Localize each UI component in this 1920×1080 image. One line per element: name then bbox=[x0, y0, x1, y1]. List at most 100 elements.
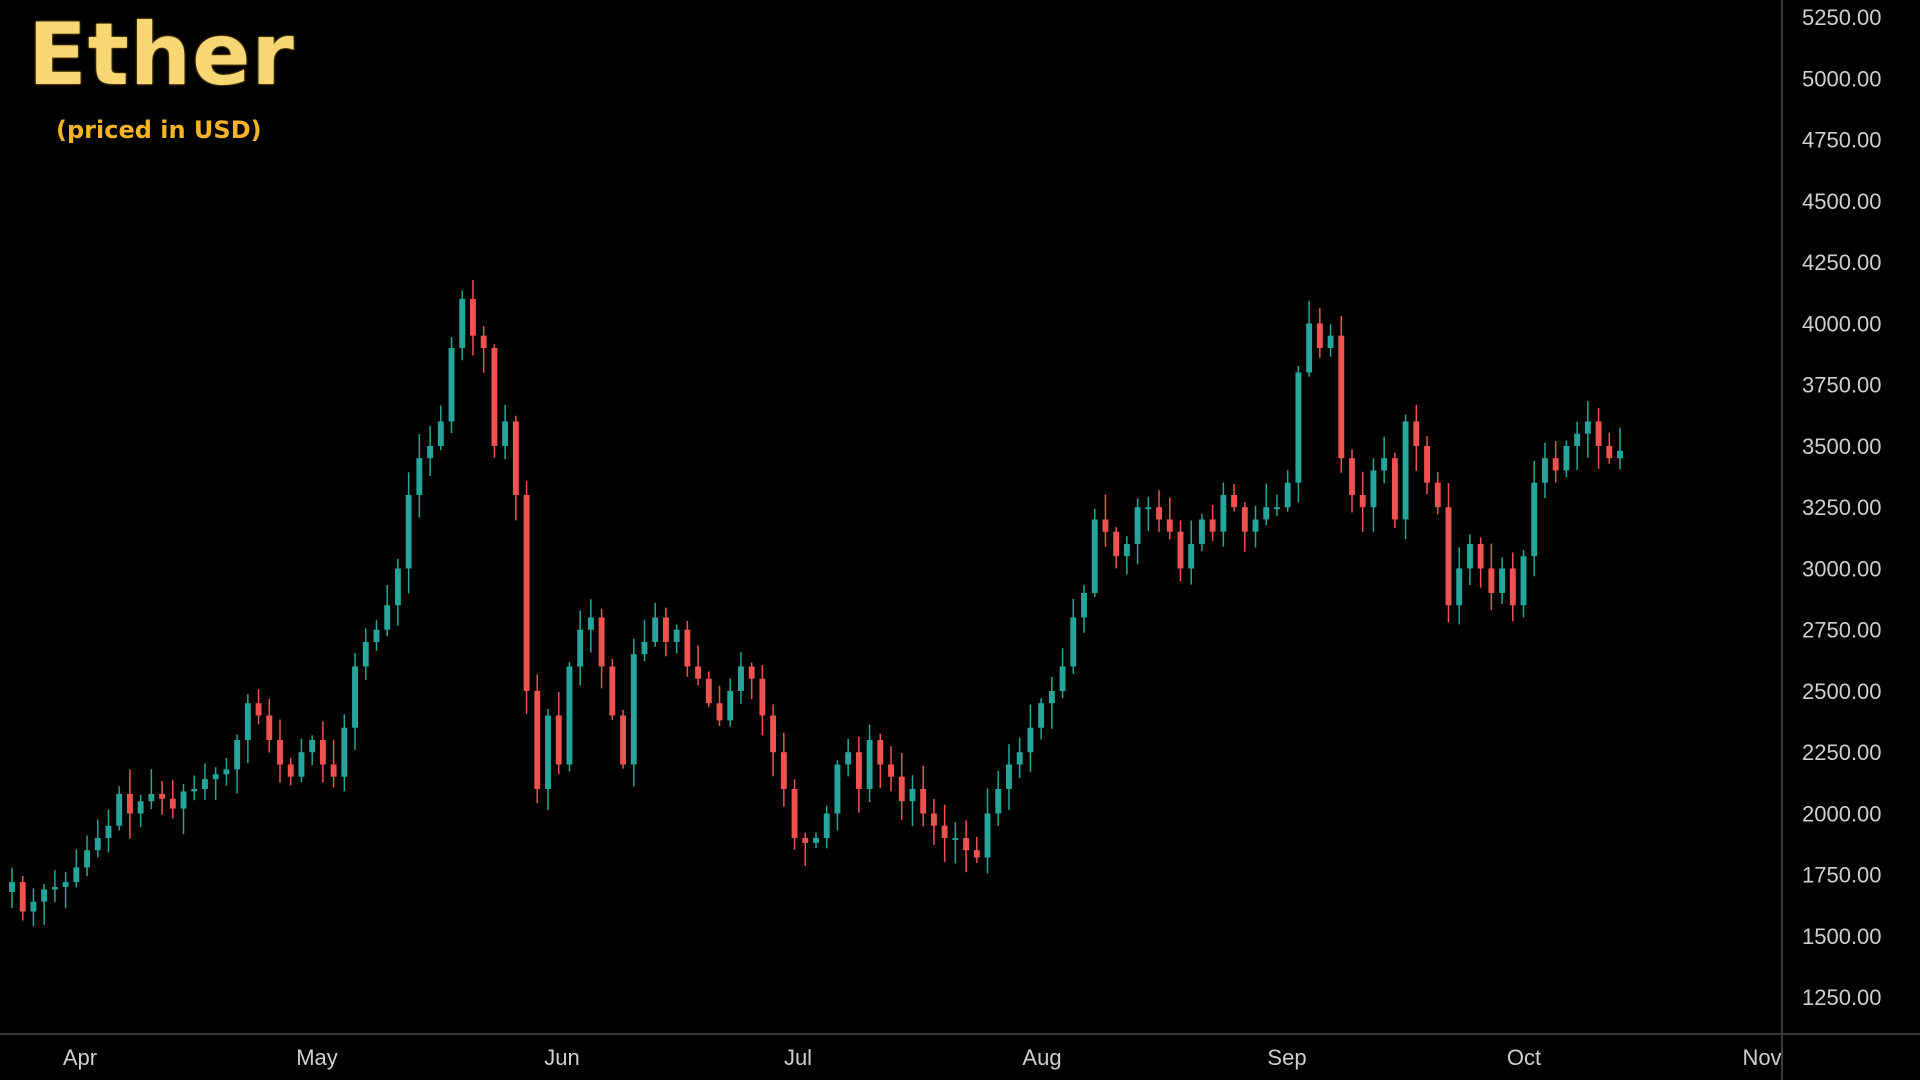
candle-up bbox=[630, 654, 637, 765]
candle-down bbox=[1231, 494, 1238, 508]
candle-down bbox=[620, 715, 626, 765]
candle-up bbox=[1274, 507, 1280, 510]
candle-up bbox=[1466, 543, 1473, 569]
candle-down bbox=[898, 776, 905, 802]
candle-down bbox=[287, 764, 294, 777]
candle-down bbox=[802, 837, 809, 843]
candle-down bbox=[1509, 568, 1516, 606]
candle-up bbox=[1381, 458, 1388, 471]
candle-up bbox=[105, 825, 112, 838]
candle-up bbox=[813, 837, 819, 843]
candle-down bbox=[19, 882, 26, 912]
candle-up bbox=[909, 788, 916, 802]
candle-down bbox=[1177, 531, 1184, 569]
y-tick-label: 4750.00 bbox=[1802, 128, 1882, 153]
candle-up bbox=[298, 752, 305, 777]
candle-up bbox=[180, 791, 187, 809]
candle-down bbox=[598, 617, 605, 667]
candle-up bbox=[984, 813, 991, 858]
candle-down bbox=[1424, 445, 1430, 483]
candle-down bbox=[1359, 494, 1366, 508]
candle-down bbox=[877, 739, 884, 765]
candle-up bbox=[673, 629, 680, 642]
candle-up bbox=[1499, 568, 1506, 593]
candle-down bbox=[759, 678, 766, 716]
candle-down bbox=[973, 850, 980, 858]
candle-up bbox=[459, 298, 466, 348]
y-tick-label: 4250.00 bbox=[1802, 250, 1882, 275]
candle-down bbox=[330, 764, 337, 777]
candle-up bbox=[309, 739, 316, 753]
y-tick-label: 1750.00 bbox=[1802, 863, 1882, 888]
candle-up bbox=[1048, 690, 1055, 704]
y-tick-label: 4500.00 bbox=[1802, 189, 1882, 214]
candle-down bbox=[705, 678, 712, 704]
candle-down bbox=[266, 715, 273, 740]
candle-down bbox=[1595, 421, 1602, 446]
candle-up bbox=[995, 788, 1002, 814]
candle-up bbox=[234, 739, 241, 770]
candle-up bbox=[1456, 568, 1463, 606]
candle-down bbox=[716, 703, 723, 721]
candle-up bbox=[51, 886, 58, 890]
y-tick-label: 2250.00 bbox=[1802, 740, 1882, 765]
candle-down bbox=[523, 494, 530, 691]
candle-down bbox=[1349, 458, 1355, 495]
candle-down bbox=[963, 837, 970, 851]
candle-up bbox=[587, 617, 594, 630]
candle-down bbox=[159, 793, 166, 799]
candle-up bbox=[845, 752, 852, 765]
candle-down bbox=[684, 629, 691, 667]
candle-up bbox=[1252, 519, 1259, 532]
candle-up bbox=[1584, 421, 1591, 434]
candle-up bbox=[866, 739, 873, 789]
candle-down bbox=[1488, 568, 1495, 593]
candle-up bbox=[448, 347, 455, 422]
candle-up bbox=[641, 641, 648, 655]
chart-title: Ether bbox=[28, 5, 295, 105]
candle-up bbox=[384, 605, 391, 630]
candle-up bbox=[823, 813, 830, 838]
candle-down bbox=[930, 813, 937, 826]
candle-up bbox=[202, 779, 208, 789]
candle-up bbox=[1402, 421, 1409, 520]
candle-up bbox=[1295, 372, 1302, 483]
candle-up bbox=[1091, 519, 1098, 593]
candle-up bbox=[1038, 703, 1045, 728]
candle-down bbox=[480, 335, 487, 348]
candle-up bbox=[405, 494, 412, 569]
candle-up bbox=[502, 421, 509, 446]
candle-down bbox=[941, 825, 948, 838]
candle-up bbox=[1263, 507, 1270, 520]
candle-up bbox=[223, 769, 230, 775]
candle-down bbox=[491, 347, 498, 446]
candle-down bbox=[1552, 458, 1559, 471]
candle-up bbox=[834, 764, 841, 814]
candle-down bbox=[748, 666, 755, 679]
y-tick-label: 1500.00 bbox=[1802, 924, 1882, 949]
x-tick-label: Nov bbox=[1742, 1045, 1781, 1070]
candle-down bbox=[1445, 507, 1452, 606]
candle-down bbox=[662, 617, 669, 642]
candle-up bbox=[352, 666, 358, 728]
candle-up bbox=[30, 901, 37, 912]
candle-up bbox=[952, 837, 959, 840]
candle-up bbox=[1145, 507, 1152, 510]
candle-down bbox=[169, 798, 176, 809]
candle-down bbox=[1166, 519, 1173, 532]
candle-down bbox=[1102, 519, 1109, 532]
candle-up bbox=[41, 889, 48, 902]
candle-down bbox=[1338, 335, 1345, 459]
candle-up bbox=[116, 793, 123, 826]
candle-up bbox=[652, 617, 659, 642]
candle-up bbox=[1134, 507, 1141, 544]
candle-down bbox=[791, 788, 798, 838]
candle-up bbox=[1327, 335, 1334, 348]
candle-down bbox=[609, 666, 616, 716]
candle-up bbox=[1542, 458, 1548, 483]
y-tick-label: 3250.00 bbox=[1802, 495, 1882, 520]
candle-down bbox=[555, 715, 562, 765]
candle-up bbox=[577, 629, 584, 667]
y-tick-label: 2750.00 bbox=[1802, 618, 1882, 643]
